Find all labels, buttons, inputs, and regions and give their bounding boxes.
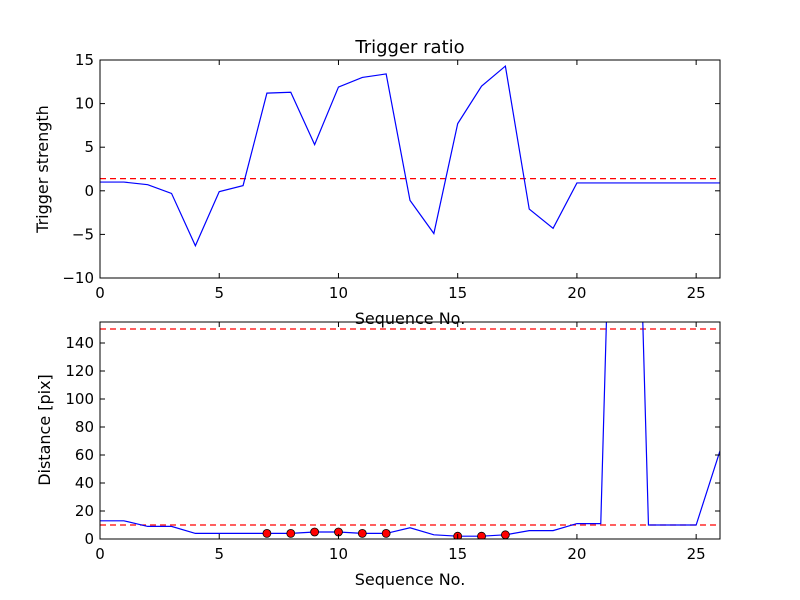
y-tick-label: 120	[65, 362, 94, 380]
y-tick-label: 140	[65, 334, 94, 352]
y-tick-label: 40	[75, 474, 94, 492]
y-tick-label: 80	[75, 418, 94, 436]
x-tick-label: 15	[448, 284, 467, 302]
x-tick-label: 5	[214, 284, 224, 302]
trigger-marker-0	[262, 529, 272, 538]
axes-frame	[99, 59, 721, 279]
x-tick-label: 20	[567, 284, 586, 302]
bottom-y-axis-label: Distance [pix]	[35, 374, 54, 486]
top-y-axis-label: Trigger strength	[33, 105, 52, 234]
plot-area	[100, 64, 720, 248]
y-tick-label: 15	[75, 51, 94, 69]
y-tick-label: 0	[84, 182, 94, 200]
x-tick-label: 15	[448, 545, 467, 563]
trigger-marker-4	[357, 529, 367, 538]
bottom-x-axis-label: Sequence No.	[355, 570, 466, 589]
x-tick-label: 10	[329, 545, 348, 563]
y-tick-label: −10	[62, 269, 94, 287]
x-tick-label: 0	[95, 545, 105, 563]
trigger-marker-8	[500, 530, 510, 539]
x-tick-label: 20	[567, 545, 586, 563]
top-x-axis-label: Sequence No.	[355, 309, 466, 328]
trigger-marker-1	[286, 529, 296, 538]
x-tick-label: 25	[687, 284, 706, 302]
trigger-marker-7	[477, 531, 486, 539]
trigger-strength-panel: 0 5 10 15 20 25 −10 −5 0 5 10 15	[62, 51, 721, 302]
y-tick-label: −5	[72, 225, 94, 243]
y-tick-label: 20	[75, 502, 94, 520]
axes-frame	[99, 321, 721, 540]
x-tick-label: 10	[329, 284, 348, 302]
trigger-marker-2	[310, 527, 320, 537]
x-tick-label: 5	[214, 545, 224, 563]
y-tick-label: 10	[75, 95, 94, 113]
y-tick-label: 100	[65, 390, 94, 408]
y-tick-label: 60	[75, 446, 94, 464]
trigger-marker-5	[381, 529, 391, 538]
series-line-0	[100, 64, 720, 248]
distance-panel: 0 5 10 15 20 25 0 20 40 60 80 100 120 140	[65, 321, 721, 563]
x-tick-label: 25	[687, 545, 706, 563]
plot-area	[100, 322, 720, 539]
chart-title: Trigger ratio	[354, 37, 464, 58]
x-tick-label: 0	[95, 284, 105, 302]
y-tick-label: 5	[84, 138, 94, 156]
y-tick-label: 0	[84, 530, 94, 548]
series-line-0	[100, 322, 720, 537]
